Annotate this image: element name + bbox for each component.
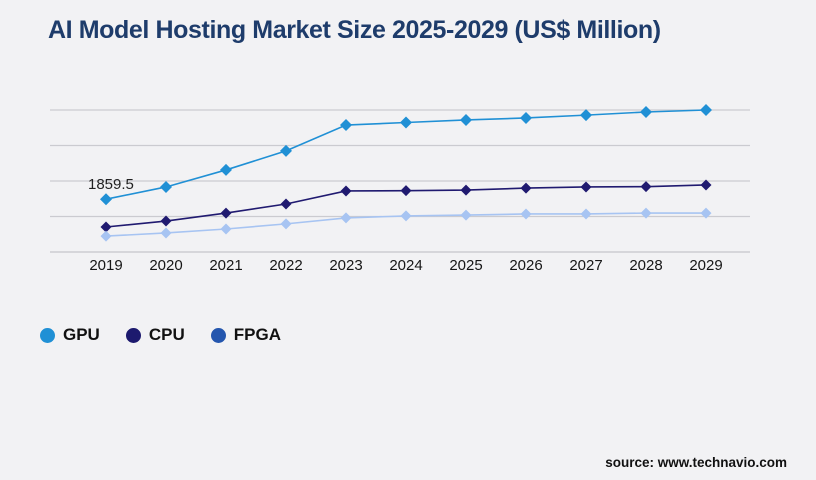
x-axis-label-2026: 2026 xyxy=(509,257,542,274)
data-point-fpga-2029[interactable] xyxy=(700,207,712,219)
data-point-cpu-2020[interactable] xyxy=(160,215,172,227)
data-point-gpu-2024[interactable] xyxy=(400,116,412,129)
legend-label-cpu: CPU xyxy=(148,325,185,344)
data-point-cpu-2022[interactable] xyxy=(280,198,292,210)
data-point-cpu-2025[interactable] xyxy=(460,184,472,196)
market-size-line-chart: 2019 2020 2021 2022 2023 2024 2025 2026 2027 2028… xyxy=(50,104,750,274)
data-point-fpga-2026[interactable] xyxy=(520,208,532,220)
data-point-fpga-2024[interactable] xyxy=(400,210,412,222)
x-axis-label-2024: 2024 xyxy=(389,257,422,274)
data-point-gpu-2019[interactable] xyxy=(100,193,112,206)
legend-item-fpga[interactable]: FPGA xyxy=(210,325,281,345)
data-point-cpu-2027[interactable] xyxy=(580,181,592,193)
x-axis-label-2025: 2025 xyxy=(449,257,482,274)
data-point-cpu-2026[interactable] xyxy=(520,182,532,194)
x-axis-label-2019: 2019 xyxy=(89,257,122,274)
data-point-gpu-2025[interactable] xyxy=(460,113,472,126)
data-point-cpu-2021[interactable] xyxy=(220,207,232,219)
data-point-gpu-2023[interactable] xyxy=(340,119,352,132)
x-axis-label-2028: 2028 xyxy=(629,257,662,274)
data-point-gpu-2027[interactable] xyxy=(580,109,592,122)
x-axis-label-2021: 2021 xyxy=(209,257,242,274)
data-point-gpu-2020[interactable] xyxy=(160,180,172,193)
data-point-gpu-2028[interactable] xyxy=(640,105,652,118)
data-point-fpga-2027[interactable] xyxy=(580,208,592,220)
data-point-cpu-2028[interactable] xyxy=(640,181,652,193)
x-axis-label-2020: 2020 xyxy=(149,257,182,274)
data-point-cpu-2024[interactable] xyxy=(400,185,412,197)
x-axis-label-2023: 2023 xyxy=(329,257,362,274)
x-axis-label-2029: 2029 xyxy=(689,257,722,274)
x-axis-label-2027: 2027 xyxy=(569,257,602,274)
gpu-legend-dot-icon xyxy=(40,327,55,343)
data-point-cpu-2023[interactable] xyxy=(340,185,352,197)
legend-label-fpga: FPGA xyxy=(233,325,281,344)
legend-item-cpu[interactable]: CPU xyxy=(125,325,185,345)
data-point-gpu-2026[interactable] xyxy=(520,111,532,124)
data-point-fpga-2022[interactable] xyxy=(280,218,292,230)
fpga-legend-dot-icon xyxy=(210,327,226,343)
legend-item-gpu[interactable]: GPU xyxy=(40,325,100,345)
data-point-cpu-2019[interactable] xyxy=(100,221,112,233)
data-point-gpu-2029[interactable] xyxy=(700,104,712,116)
data-point-fpga-2028[interactable] xyxy=(640,207,652,219)
data-point-fpga-2025[interactable] xyxy=(460,209,472,221)
data-point-fpga-2020[interactable] xyxy=(160,227,172,239)
data-label-annotation: 1859.5 xyxy=(88,176,134,193)
x-axis-label-2022: 2022 xyxy=(269,257,302,274)
data-point-gpu-2022[interactable] xyxy=(280,144,292,157)
chart-title: AI Model Hosting Market Size 2025-2029 (… xyxy=(48,16,661,44)
data-point-cpu-2029[interactable] xyxy=(700,179,712,191)
data-point-fpga-2023[interactable] xyxy=(340,212,352,224)
legend-label-gpu: GPU xyxy=(63,325,100,344)
cpu-legend-dot-icon xyxy=(125,327,141,343)
data-point-gpu-2021[interactable] xyxy=(220,163,232,176)
source-attribution: source: www.technavio.com xyxy=(605,455,787,470)
data-point-fpga-2019[interactable] xyxy=(100,230,112,242)
data-point-fpga-2021[interactable] xyxy=(220,223,232,235)
chart-legend: GPU CPU FPGA xyxy=(40,325,281,345)
